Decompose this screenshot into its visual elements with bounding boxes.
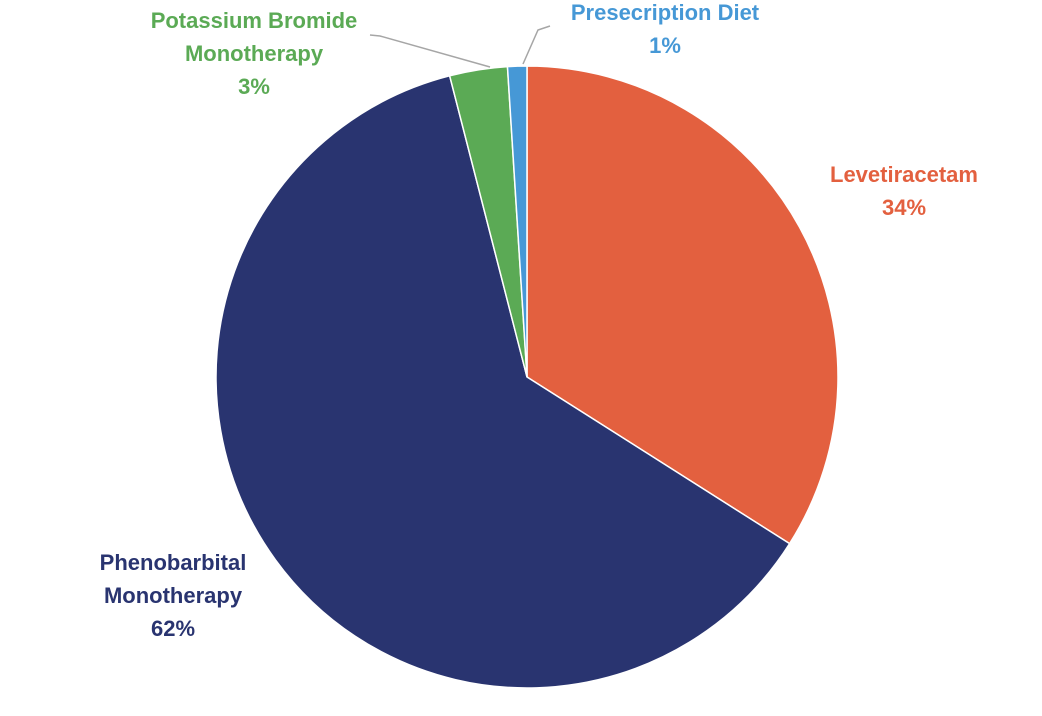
slice-value-label: 62% (151, 616, 195, 641)
slice-value-label: 1% (649, 33, 681, 58)
pie-slices (215, 65, 839, 689)
pie-slice-4 (506, 65, 528, 378)
pie-slice-1 (526, 65, 839, 545)
leader-lines (369, 25, 551, 68)
slice-labels: Levetiracetam 34% Phenobarbital Monotherapy… (100, 0, 978, 641)
slice-label-4: Presecription Diet 1% (571, 0, 760, 58)
slice-name-label: Phenobarbital (100, 550, 247, 575)
slice-label-2: Phenobarbital Monotherapy 62% (100, 550, 247, 641)
slice-name-label: Potassium Bromide (151, 8, 358, 33)
slice-name-label: Monotherapy (185, 41, 324, 66)
slice-label-3: Potassium Bromide Monotherapy 3% (151, 8, 358, 99)
slice-name-label: Presecription Diet (571, 0, 760, 25)
slice-value-label: 34% (882, 195, 926, 220)
slice-name-label: Monotherapy (104, 583, 243, 608)
slice-value-label: 3% (238, 74, 270, 99)
leader-line-3 (369, 34, 491, 68)
pie-slice-2 (215, 74, 791, 689)
slice-label-1: Levetiracetam 34% (830, 162, 978, 220)
leader-line-4 (522, 25, 551, 65)
slice-name-label: Levetiracetam (830, 162, 978, 187)
